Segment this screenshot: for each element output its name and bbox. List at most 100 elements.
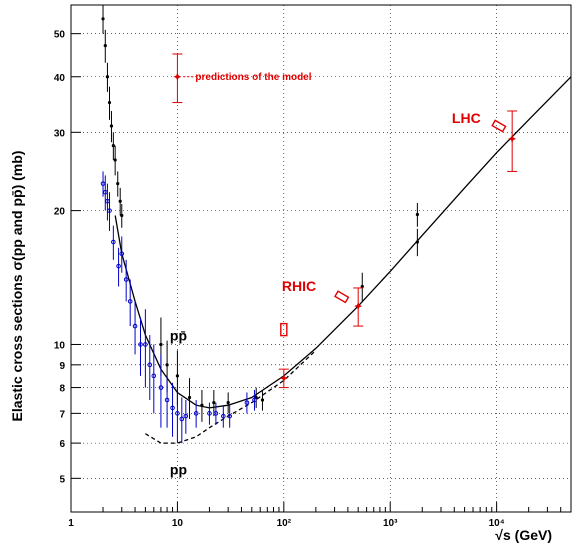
data-point (221, 405, 226, 428)
prediction-box (280, 322, 288, 337)
axis-ticks: 1 10 10² 10³ 10⁴ 5 6 7 8 9 10 20 30 40 50 (54, 30, 572, 529)
data-point (116, 171, 120, 197)
data-point (118, 187, 122, 216)
data-point (179, 397, 185, 444)
x-tick-label: 10³ (383, 518, 398, 529)
star-marker (279, 374, 288, 383)
data-point (103, 29, 107, 63)
prediction-point (507, 110, 518, 172)
circle-marker (164, 397, 170, 403)
circle-marker (227, 413, 232, 419)
data-point (101, 5, 105, 34)
data-point (415, 203, 419, 227)
data-point (111, 225, 116, 260)
circle-marker (107, 208, 112, 213)
y-tick-label: 8 (59, 384, 65, 395)
dot-marker (187, 395, 192, 400)
prediction-point (278, 368, 289, 389)
dot-marker (212, 401, 216, 405)
dot-marker (159, 342, 163, 347)
dot-marker (415, 240, 419, 244)
dot-marker (118, 199, 122, 203)
circle-marker (244, 400, 250, 405)
data-point (127, 279, 133, 327)
data-point (415, 228, 419, 257)
legend-predictions-label: predictions of the model (195, 72, 311, 83)
circle-marker (147, 362, 153, 368)
data-point (227, 405, 232, 428)
data-point (207, 402, 212, 425)
x-tick-label: 10 (172, 518, 184, 529)
y-tick-label: 40 (54, 73, 66, 84)
lhc-label: LHC (452, 110, 481, 126)
data-point (120, 203, 124, 228)
data-point (132, 301, 138, 355)
data-point (116, 247, 121, 287)
x-tick-label: 10² (277, 518, 292, 529)
data-point (147, 335, 153, 401)
data-point (113, 145, 117, 176)
dot-marker (165, 363, 169, 367)
dot-marker (101, 17, 105, 21)
data-point (151, 344, 157, 414)
data-point (107, 86, 112, 120)
prediction-point (353, 287, 364, 327)
circle-marker (179, 416, 185, 422)
circle-marker (143, 342, 148, 347)
data-point (138, 317, 143, 376)
dot-marker (260, 398, 265, 402)
data-point (226, 392, 230, 414)
plot-frame (70, 4, 572, 513)
dot-marker (175, 374, 180, 378)
data-point (212, 389, 216, 417)
x-tick-label: 10⁴ (489, 518, 505, 529)
data-point (200, 389, 204, 422)
data-point (252, 389, 257, 411)
data-point (193, 400, 199, 428)
circle-marker (127, 299, 133, 304)
star-marker (354, 302, 363, 311)
prediction-box (491, 119, 507, 133)
circle-marker (175, 411, 180, 416)
data-point (107, 192, 112, 231)
data-point (254, 387, 258, 408)
circle-marker (138, 342, 143, 347)
data-point (143, 309, 148, 388)
y-tick-label: 7 (59, 409, 65, 420)
data-point (119, 236, 125, 273)
y-tick-label: 50 (54, 30, 66, 41)
dot-marker (105, 75, 110, 79)
dot-marker (415, 212, 419, 217)
data-point (158, 354, 164, 428)
star-marker (173, 72, 182, 81)
prediction-point (172, 53, 183, 104)
y-axis-title: Elastic cross sections σ(pp and pp̄) (mb… (9, 151, 25, 422)
circle-marker (221, 413, 226, 419)
data-point (109, 111, 114, 143)
circle-marker (207, 411, 212, 416)
data-point (100, 171, 106, 197)
circle-marker (111, 239, 116, 245)
dot-marker (109, 124, 114, 128)
circle-marker (116, 263, 121, 269)
pbar-label: pp̄ (170, 328, 187, 344)
y-tick-label: 6 (59, 439, 65, 450)
x-axis-title: √s (GeV) (495, 527, 552, 543)
data-point (111, 132, 115, 160)
dot-marker (116, 182, 120, 186)
circle-marker (151, 373, 157, 379)
pbar-fit-curve (114, 76, 572, 409)
data-points (100, 5, 518, 444)
grid-lines (70, 5, 571, 512)
data-point (244, 392, 250, 414)
circle-marker (183, 413, 189, 419)
y-tick-label: 5 (59, 474, 65, 485)
y-tick-label: 9 (59, 361, 65, 372)
dot-marker (226, 401, 230, 405)
dot-marker (120, 213, 124, 218)
data-point (183, 400, 189, 434)
data-point (360, 272, 364, 302)
dot-marker (200, 403, 204, 407)
circle-marker (193, 411, 199, 416)
